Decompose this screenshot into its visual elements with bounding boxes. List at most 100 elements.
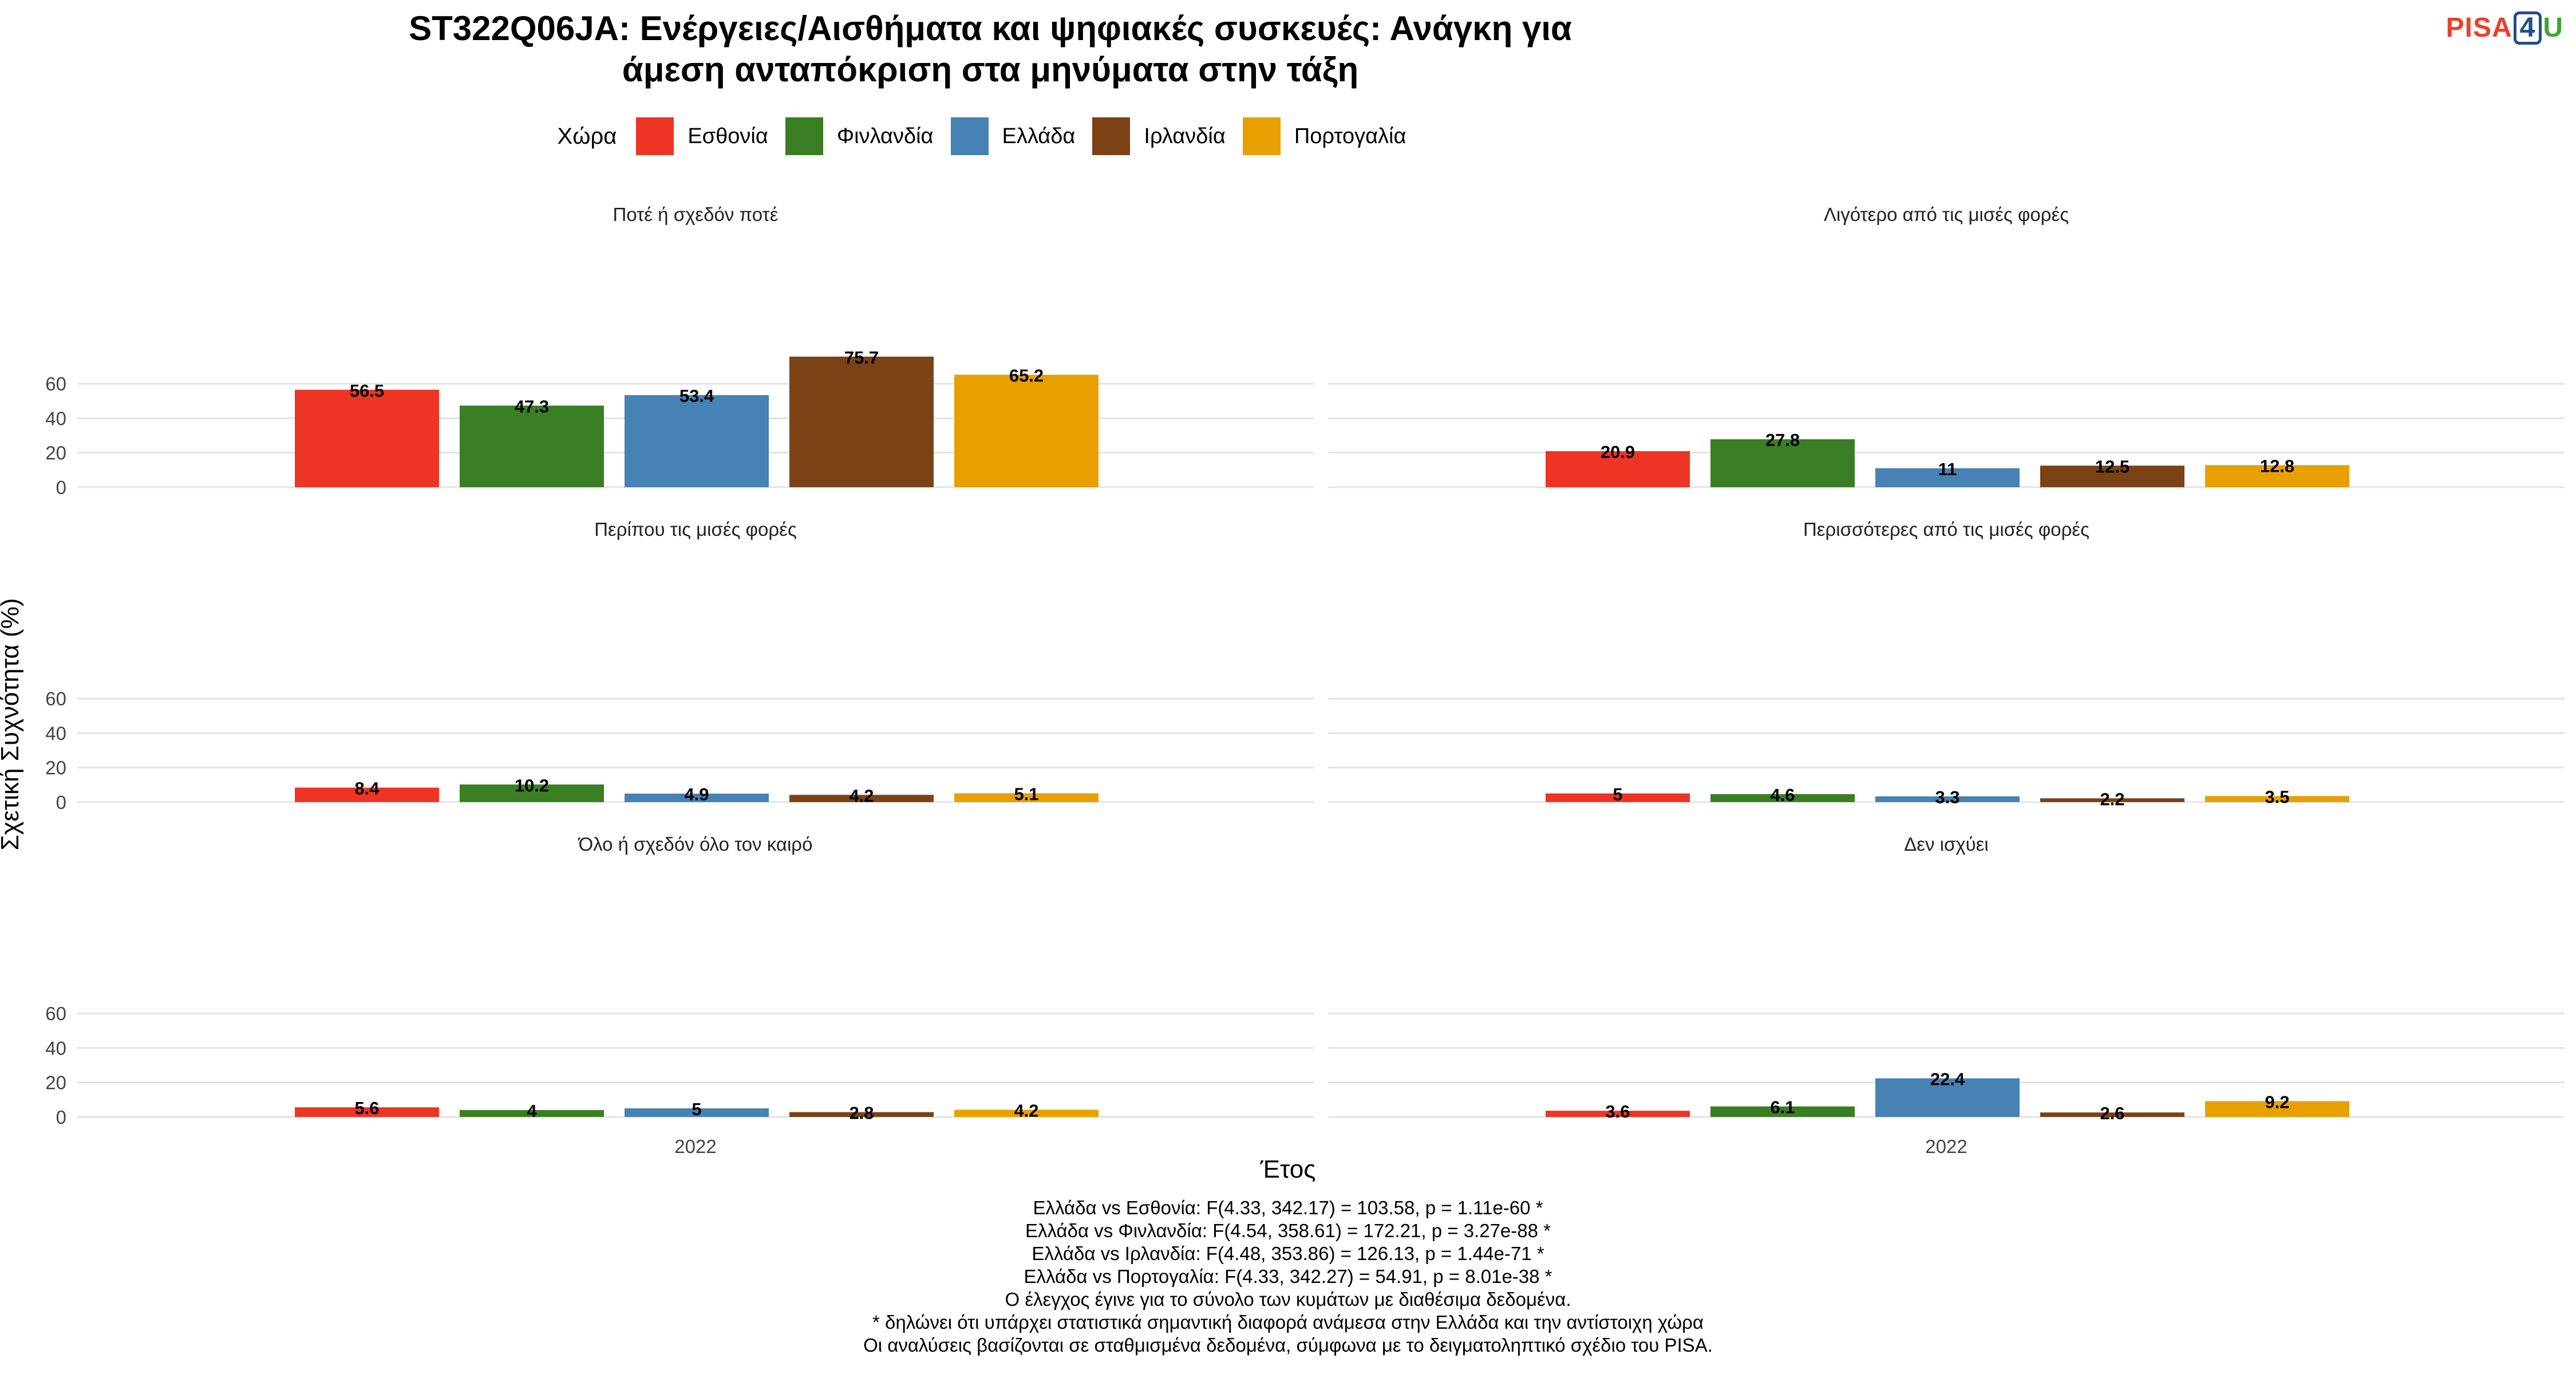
- panel-5-data-label-greece: 5: [692, 1099, 701, 1119]
- panel-3-y-tick-label: 60: [45, 688, 66, 709]
- panel-5-data-label-finland: 4: [527, 1101, 537, 1121]
- panel-5-bar-ireland: [789, 1112, 934, 1117]
- panel-1-bar-portugal: [954, 374, 1099, 487]
- panel-6-bar-ireland: [2040, 1112, 2184, 1117]
- panel-6-bar-greece: [1875, 1078, 2020, 1117]
- legend: Χώρα Εσθονία Φινλανδία Ελλάδα Ιρλανδία Π…: [0, 117, 1981, 155]
- caption-line-3: Ελλάδα vs Ιρλανδία: F(4.48, 353.86) = 12…: [1032, 1243, 1544, 1264]
- legend-label-finland: Φινλανδία: [836, 124, 934, 148]
- panel-5-bar-greece: [625, 1108, 769, 1117]
- chart-title: ST322Q06JA: Ενέργειες/Αισθήματα και ψηφι…: [0, 8, 1981, 90]
- panel-6-data-label-portugal: 9.2: [2265, 1092, 2289, 1112]
- panel-3-y-tick-label: 20: [45, 757, 66, 779]
- panel-1-bar-ireland: [789, 356, 934, 487]
- panel-1-data-label-portugal: 65.2: [1009, 366, 1044, 386]
- panel-3-y-tick-label: 0: [56, 792, 66, 813]
- panel-4-bar-finland: [1710, 794, 1855, 802]
- panel-6-bar-portugal: [2205, 1101, 2349, 1117]
- panel-4-bar-estonia: [1546, 793, 1690, 802]
- panel-4-bar-portugal: [2205, 796, 2349, 802]
- panel-6-data-label-estonia: 3.6: [1605, 1101, 1630, 1122]
- caption-line-4: Ελλάδα vs Πορτογαλία: F(4.33, 342.27) = …: [1024, 1266, 1552, 1287]
- panel-6-bar-finland: [1710, 1106, 1855, 1117]
- panel-4-data-label-ireland: 2.2: [2100, 789, 2124, 809]
- legend-label-estonia: Εσθονία: [688, 124, 768, 148]
- legend-swatch-portugal: [1242, 117, 1281, 155]
- panel-3-bar-portugal: [954, 793, 1099, 802]
- panel-5-bar-estonia: [295, 1107, 439, 1117]
- panel-1-y-tick-label: 0: [56, 477, 66, 498]
- panel-3-bar-finland: [460, 784, 604, 802]
- caption: Ελλάδα vs Εσθονία: F(4.33, 342.17) = 103…: [0, 1197, 2576, 1357]
- legend-title: Χώρα: [557, 123, 617, 149]
- panel-3-data-label-ireland: 4.2: [849, 785, 874, 806]
- panel-2-bar-greece: [1875, 468, 2020, 487]
- chart-title-line-2: άμεση ανταπόκριση στα μηνύματα στην τάξη: [622, 50, 1359, 89]
- pisa4u-logo: PISA 4 U: [2446, 11, 2563, 45]
- logo-text-4: 4: [2513, 11, 2542, 45]
- panel-1-data-label-finland: 47.3: [515, 396, 549, 416]
- panel-3-data-label-estonia: 8.4: [354, 779, 380, 799]
- panel-3-title: Περίπου τις μισές φορές: [594, 519, 797, 540]
- panel-1-data-label-ireland: 75.7: [844, 348, 879, 368]
- panel-5-data-label-portugal: 4.2: [1014, 1100, 1038, 1120]
- panel-6-title: Δεν ισχύει: [1904, 834, 1989, 855]
- logo-text-pisa: PISA: [2445, 13, 2512, 43]
- panel-1-bar-estonia: [295, 389, 439, 487]
- panel-6-data-label-ireland: 2.6: [2100, 1103, 2124, 1123]
- panel-1-data-label-greece: 53.4: [679, 386, 714, 406]
- panel-5-y-tick-label: 60: [45, 1003, 66, 1024]
- y-axis-label-text: Σχετική Συχνότητα (%): [0, 598, 24, 851]
- panel-4-bar-ireland: [2040, 798, 2184, 802]
- panel-5-data-label-estonia: 5.6: [354, 1098, 379, 1118]
- panel-3-data-label-portugal: 5.1: [1014, 784, 1038, 804]
- legend-swatch-ireland: [1092, 117, 1131, 155]
- caption-line-5: Ο έλεγχος έγινε για το σύνολο των κυμάτω…: [1005, 1289, 1571, 1310]
- panel-6-x-tick-label: 2022: [1925, 1136, 1967, 1157]
- legend-label-portugal: Πορτογαλία: [1294, 124, 1406, 148]
- panel-1-y-tick-label: 40: [45, 408, 66, 429]
- panel-5-y-tick-label: 20: [45, 1072, 66, 1093]
- panel-5-y-tick-label: 0: [56, 1107, 66, 1128]
- panel-1-bar-greece: [625, 395, 769, 487]
- panel-2-data-label-finland: 27.8: [1765, 430, 1800, 450]
- panel-3-bar-greece: [625, 793, 769, 802]
- legend-swatch-greece: [950, 117, 989, 155]
- panel-4-data-label-greece: 3.3: [1935, 787, 1959, 807]
- panel-4-bar-greece: [1875, 796, 2020, 802]
- legend-item-estonia: Εσθονία: [636, 117, 768, 155]
- panel-2-bar-estonia: [1546, 451, 1690, 487]
- panel-4-title: Περισσότερες από τις μισές φορές: [1803, 519, 2089, 540]
- chart-title-line-1: ST322Q06JA: Ενέργειες/Αισθήματα και ψηφι…: [409, 9, 1572, 48]
- panel-2-title: Λιγότερο από τις μισές φορές: [1824, 204, 2069, 225]
- legend-item-greece: Ελλάδα: [950, 117, 1075, 155]
- panel-1-y-tick-label: 20: [45, 443, 66, 464]
- panel-5-y-tick-label: 40: [45, 1037, 66, 1059]
- legend-swatch-estonia: [636, 117, 674, 155]
- panel-5-bar-portugal: [954, 1110, 1099, 1117]
- panel-2-bar-finland: [1710, 439, 1855, 487]
- panel-6-data-label-finland: 6.1: [1770, 1097, 1795, 1118]
- panel-1-data-label-estonia: 56.5: [350, 381, 384, 401]
- panel-2-bar-ireland: [2040, 465, 2184, 487]
- panel-4-data-label-finland: 4.6: [1770, 785, 1795, 805]
- caption-line-1: Ελλάδα vs Εσθονία: F(4.33, 342.17) = 103…: [1033, 1197, 1543, 1218]
- panel-2-data-label-ireland: 12.5: [2095, 456, 2129, 476]
- logo-text-u: U: [2543, 13, 2563, 43]
- legend-item-ireland: Ιρλανδία: [1092, 117, 1226, 155]
- panel-5-x-tick-label: 2022: [674, 1136, 716, 1157]
- panel-1-title: Ποτέ ή σχεδόν ποτέ: [613, 204, 779, 225]
- x-axis-label: Έτος: [1260, 1155, 1316, 1183]
- panel-2-bar-portugal: [2205, 465, 2349, 487]
- panel-5-bar-finland: [460, 1110, 604, 1117]
- panel-3-bar-ireland: [789, 795, 934, 802]
- panel-4-data-label-portugal: 3.5: [2265, 787, 2289, 807]
- panel-2-data-label-greece: 11: [1938, 459, 1957, 479]
- panel-6-bar-estonia: [1546, 1111, 1690, 1117]
- caption-line-7: Οι αναλύσεις βασίζονται σε σταθμισμένα δ…: [863, 1334, 1713, 1356]
- panel-3-bar-estonia: [295, 787, 439, 802]
- panel-3-y-tick-label: 40: [45, 722, 66, 744]
- legend-item-portugal: Πορτογαλία: [1242, 117, 1406, 155]
- legend-item-finland: Φινλανδία: [785, 117, 934, 155]
